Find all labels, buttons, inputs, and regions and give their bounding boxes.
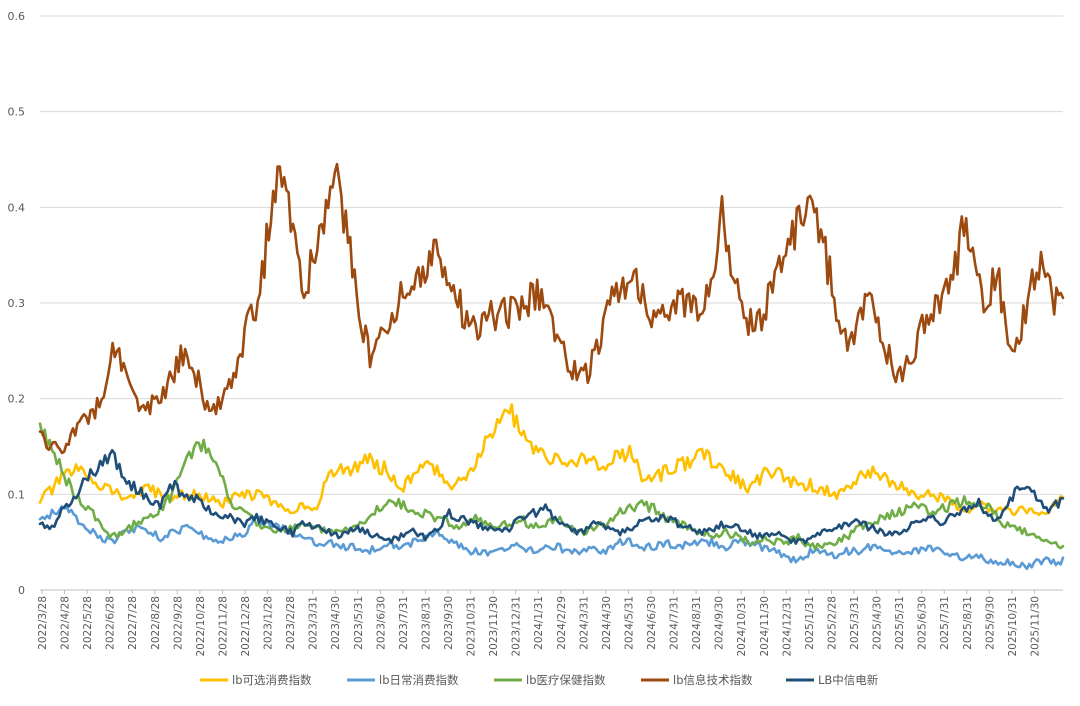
series-line-2 <box>38 422 1065 551</box>
legend-label: lb可选消费指数 <box>232 673 312 687</box>
x-tick-label: 2023/11/30 <box>488 596 500 657</box>
x-tick-label: 2023/1/28 <box>263 596 275 650</box>
x-tick-label: 2022/3/28 <box>37 596 49 650</box>
y-tick-label: 0.2 <box>8 393 26 406</box>
y-axis: 0 0.1 0.2 0.3 0.4 0.5 0.6 <box>8 10 26 597</box>
series-line-4 <box>38 448 1065 545</box>
x-tick-label: 2023/5/31 <box>353 596 365 650</box>
x-tick-label: 2023/6/30 <box>375 596 387 650</box>
x-tick-label: 2024/4/30 <box>601 596 613 650</box>
y-tick-label: 0.5 <box>8 106 26 119</box>
y-tick-label: 0.3 <box>8 297 26 310</box>
x-tick-label: 2023/9/30 <box>443 596 455 650</box>
legend-label: lb日常消费指数 <box>379 673 459 687</box>
x-tick-label: 2024/10/31 <box>736 596 748 657</box>
x-tick-label: 2023/12/31 <box>511 596 523 657</box>
x-tick-label: 2024/11/30 <box>759 596 771 657</box>
x-tick-label: 2024/2/29 <box>556 596 568 650</box>
x-tick-label: 2022/4/28 <box>60 596 72 650</box>
grid <box>40 15 1063 495</box>
x-tick-label: 2022/10/28 <box>195 596 207 657</box>
x-tick-label: 2025/5/31 <box>894 596 906 650</box>
x-tick-label: 2022/7/28 <box>127 596 139 650</box>
x-tick-label: 2022/5/28 <box>82 596 94 650</box>
y-tick-label: 0.1 <box>8 488 26 501</box>
x-tick-label: 2024/8/31 <box>691 596 703 650</box>
x-tick-label: 2024/1/31 <box>533 596 545 650</box>
x-tick-label: 2025/3/31 <box>849 596 861 650</box>
x-tick-label: 2024/6/30 <box>646 596 658 650</box>
x-tick-label: 2023/10/31 <box>466 596 478 657</box>
series-line-0 <box>38 403 1065 517</box>
x-tick-label: 2024/7/31 <box>669 596 681 650</box>
x-tick-label: 2022/9/28 <box>172 596 184 650</box>
x-tick-label: 2024/3/31 <box>578 596 590 650</box>
x-tick-label: 2023/2/28 <box>285 596 297 650</box>
x-tick-label: 2022/11/28 <box>217 596 229 657</box>
x-tick-label: 2025/10/31 <box>1007 596 1019 657</box>
y-tick-label: 0.6 <box>8 10 26 23</box>
x-tick-label: 2025/9/30 <box>984 596 996 650</box>
series-group <box>38 162 1065 571</box>
x-tick-label: 2023/3/31 <box>308 596 320 650</box>
legend-label: lb医疗保健指数 <box>526 673 606 687</box>
x-tick-label: 2023/4/30 <box>330 596 342 650</box>
x-tick-label: 2025/11/30 <box>1029 596 1041 657</box>
x-tick-label: 2024/5/31 <box>623 596 635 650</box>
x-tick-label: 2025/4/30 <box>872 596 884 650</box>
x-tick-label: 2022/8/28 <box>150 596 162 650</box>
x-axis: 2022/3/28 2022/4/28 2022/5/28 2022/6/28 2022… <box>37 589 1063 657</box>
x-tick-label: 2022/12/28 <box>240 596 252 657</box>
x-tick-label: 2025/7/31 <box>939 596 951 650</box>
x-tick-label: 2024/9/30 <box>714 596 726 650</box>
y-tick-label: 0 <box>18 584 25 597</box>
x-tick-label: 2025/1/31 <box>804 596 816 650</box>
x-tick-label: 2025/6/30 <box>917 596 929 650</box>
legend-label: LB中信电新 <box>818 673 879 687</box>
x-tick-label: 2023/7/31 <box>398 596 410 650</box>
x-tick-label: 2025/2/28 <box>826 596 838 650</box>
x-tick-label: 2025/8/31 <box>962 596 974 650</box>
x-tick-label: 2022/6/28 <box>105 596 117 650</box>
y-tick-label: 0.4 <box>8 201 26 214</box>
series-line-3 <box>38 162 1065 455</box>
x-tick-label: 2024/12/31 <box>781 596 793 657</box>
x-tick-label: 2023/8/31 <box>420 596 432 650</box>
legend: lb可选消费指数 lb日常消费指数 lb医疗保健指数 lb信息技术指数 LB中信电新 <box>200 673 879 687</box>
series-line-1 <box>38 505 1065 571</box>
legend-label: lb信息技术指数 <box>673 673 753 687</box>
